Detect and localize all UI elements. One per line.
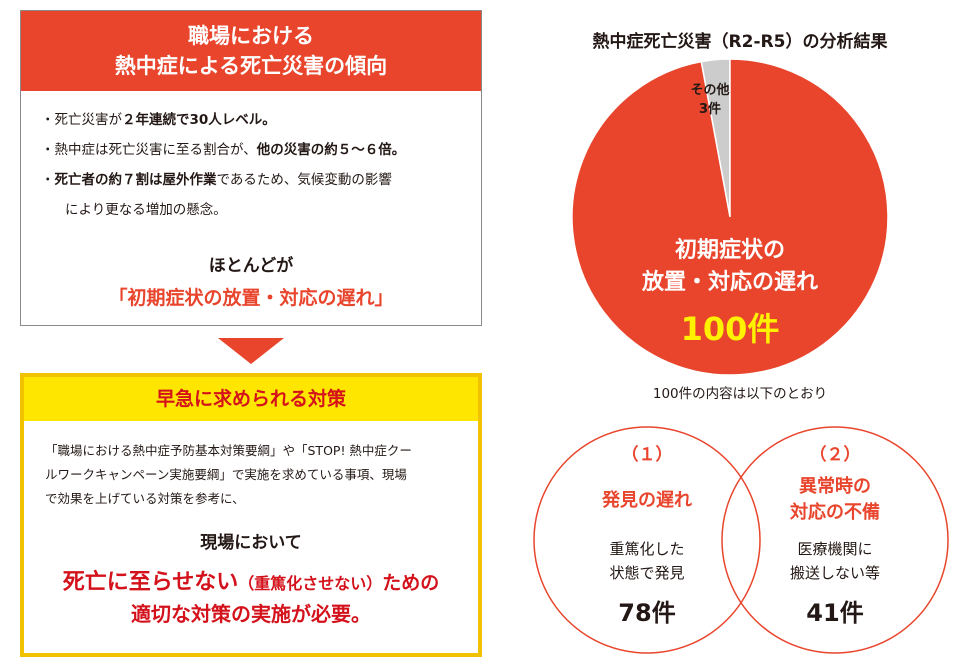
breakdown-1-desc-2: 状態で発見 xyxy=(609,564,685,582)
pie-main-label-1: 初期症状の xyxy=(675,237,785,263)
measures-conclusion-part: ための xyxy=(382,572,440,594)
trend-bullet-segment: 他の災害の約５～６倍。 xyxy=(256,142,406,158)
measures-conclusion-line1: 死亡に至らせない（重篤化させない）ための xyxy=(24,564,478,596)
pie-title: 熱中症死亡災害（R2-R5）の分析結果 xyxy=(592,32,888,52)
pie-slice-main xyxy=(571,58,889,376)
measures-description: 「職場における熱中症予防基本対策要綱」や「STOP! 熱中症クー ルワークキャン… xyxy=(45,439,465,511)
breakdown-venn xyxy=(533,426,949,654)
measures-panel: 早急に求められる対策 「職場における熱中症予防基本対策要綱」や「STOP! 熱中… xyxy=(20,373,482,657)
trend-bullet: ・死亡災害が２年連続で30人レベル。 xyxy=(41,105,471,135)
trend-title-line2: 熱中症による死亡災害の傾向 xyxy=(114,54,388,78)
trend-bullet-segment: ・熱中症は死亡災害に至る割合が、 xyxy=(41,142,257,158)
measures-site-label: 現場において xyxy=(200,533,302,553)
trend-bullet: ・熱中症は死亡災害に至る割合が、他の災害の約５～６倍。 xyxy=(41,135,471,165)
trend-title-line1: 職場における xyxy=(188,24,314,48)
trend-bullet-segment: であるため、気候変動の影響 xyxy=(216,172,392,188)
trend-title: 職場における 熱中症による死亡災害の傾向 xyxy=(21,11,481,91)
trend-bullet-segment: ・死亡災害が xyxy=(41,112,122,128)
pie-chart: その他 3件 初期症状の 放置・対応の遅れ 100件 xyxy=(571,58,889,376)
measures-conclusion-line2: 適切な対策の実施が必要。 xyxy=(131,602,371,626)
breakdown-circle-1 xyxy=(533,426,761,654)
trend-bullet-list: ・死亡災害が２年連続で30人レベル。 ・熱中症は死亡災害に至る割合が、他の災害の… xyxy=(41,105,471,225)
breakdown-2-count: 41件 xyxy=(806,599,864,627)
measures-description-line: 「職場における熱中症予防基本対策要綱」や「STOP! 熱中症クー xyxy=(45,443,412,458)
trend-bullet: ・死亡者の約７割は屋外作業であるため、気候変動の影響 xyxy=(41,165,471,195)
pie-main-value: 100件 xyxy=(681,310,780,348)
breakdown-1-number: （１） xyxy=(621,445,673,465)
breakdown-circle-2 xyxy=(721,426,949,654)
trend-bullet-segment: ２年連続で30人レベル。 xyxy=(122,112,276,128)
down-arrow-icon xyxy=(218,338,284,364)
breakdown-2-label-2: 対応の不備 xyxy=(790,502,880,523)
breakdown-2-desc-2: 搬送しない等 xyxy=(789,564,880,582)
breakdown-1-count: 78件 xyxy=(618,599,676,627)
trend-bullet-segment: 死亡者の約７割は屋外作業 xyxy=(54,172,217,188)
trend-cause-label: 「初期症状の放置・対応の遅れ」 xyxy=(108,287,394,309)
trend-bullet-segment: ・ xyxy=(41,172,55,188)
pie-other-value: 3件 xyxy=(699,101,721,117)
pie-other-label: その他 xyxy=(690,82,729,98)
measures-description-line: ルワークキャンペーン実施要綱」で実施を求めている事項、現場 xyxy=(45,467,407,482)
measures-description-line: で効果を上げている対策を参考に、 xyxy=(45,491,245,506)
breakdown-2-desc-1: 医療機関に xyxy=(797,540,873,558)
breakdown-1-label: 発見の遅れ xyxy=(602,490,692,511)
breakdown-2-number: （２） xyxy=(809,445,861,465)
measures-conclusion-part: 死亡に至らせない xyxy=(62,570,239,595)
trend-mostly-label: ほとんどが xyxy=(208,256,294,276)
measures-title: 早急に求められる対策 xyxy=(24,377,478,421)
measures-conclusion-part: （重篤化させない） xyxy=(238,574,383,593)
trend-panel: 職場における 熱中症による死亡災害の傾向 ・死亡災害が２年連続で30人レベル。 … xyxy=(20,10,482,326)
trend-bullet-continuation: により更なる増加の懸念。 xyxy=(65,202,227,218)
pie-note: 100件の内容は以下のとおり xyxy=(652,386,828,402)
breakdown-1-desc-1: 重篤化した xyxy=(609,540,685,558)
pie-main-label-2: 放置・対応の遅れ xyxy=(641,269,818,295)
breakdown-2-label-1: 異常時の xyxy=(799,476,871,497)
